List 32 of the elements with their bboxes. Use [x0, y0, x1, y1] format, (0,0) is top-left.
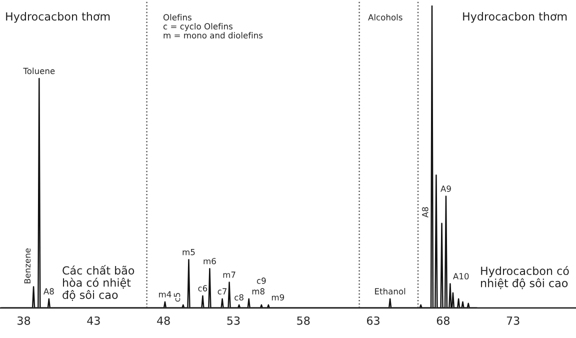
annotation: c5 — [174, 292, 180, 302]
annotation: Hydrocacbon thơm — [463, 12, 567, 23]
x-tick-label: 43 — [87, 316, 100, 325]
annotation: m9 — [272, 294, 284, 301]
x-tick-label: 58 — [297, 316, 310, 325]
annotation: m7 — [223, 272, 236, 278]
annotation: Alcohols — [368, 14, 402, 20]
annotation: m5 — [182, 249, 195, 256]
x-tick-label: 38 — [18, 316, 30, 325]
annotation: m6 — [204, 258, 216, 264]
annotation: c6 — [198, 285, 208, 292]
annotation: Ethanol — [375, 288, 406, 294]
annotation: m4 — [159, 291, 172, 298]
annotation: c7 — [218, 288, 227, 294]
annotation: Toluene — [23, 68, 55, 74]
annotation: Benzene — [24, 248, 31, 284]
x-tick-label: 73 — [506, 316, 520, 325]
annotation: A8 — [43, 288, 54, 294]
annotation: A10 — [453, 273, 469, 280]
annotation: m8 — [252, 288, 264, 294]
annotation: Các chất bão hòa có nhiệt độ sôi cao — [62, 265, 134, 301]
x-tick-label: 53 — [227, 316, 240, 325]
annotation: Hydrocacbon thơm — [6, 12, 110, 23]
annotation: c9 — [256, 278, 266, 284]
x-tick-label: 63 — [366, 316, 380, 325]
annotation: A9 — [440, 186, 451, 192]
annotation: Olefins c = cyclo Olefins m = mono and diolefins — [163, 14, 263, 38]
x-tick-label: 68 — [436, 316, 450, 325]
annotation: c8 — [234, 294, 244, 301]
annotation: A8 — [422, 207, 428, 218]
x-tick-label: 48 — [157, 316, 170, 325]
annotation: Hydrocacbon có nhiệt độ sôi cao — [481, 266, 569, 290]
